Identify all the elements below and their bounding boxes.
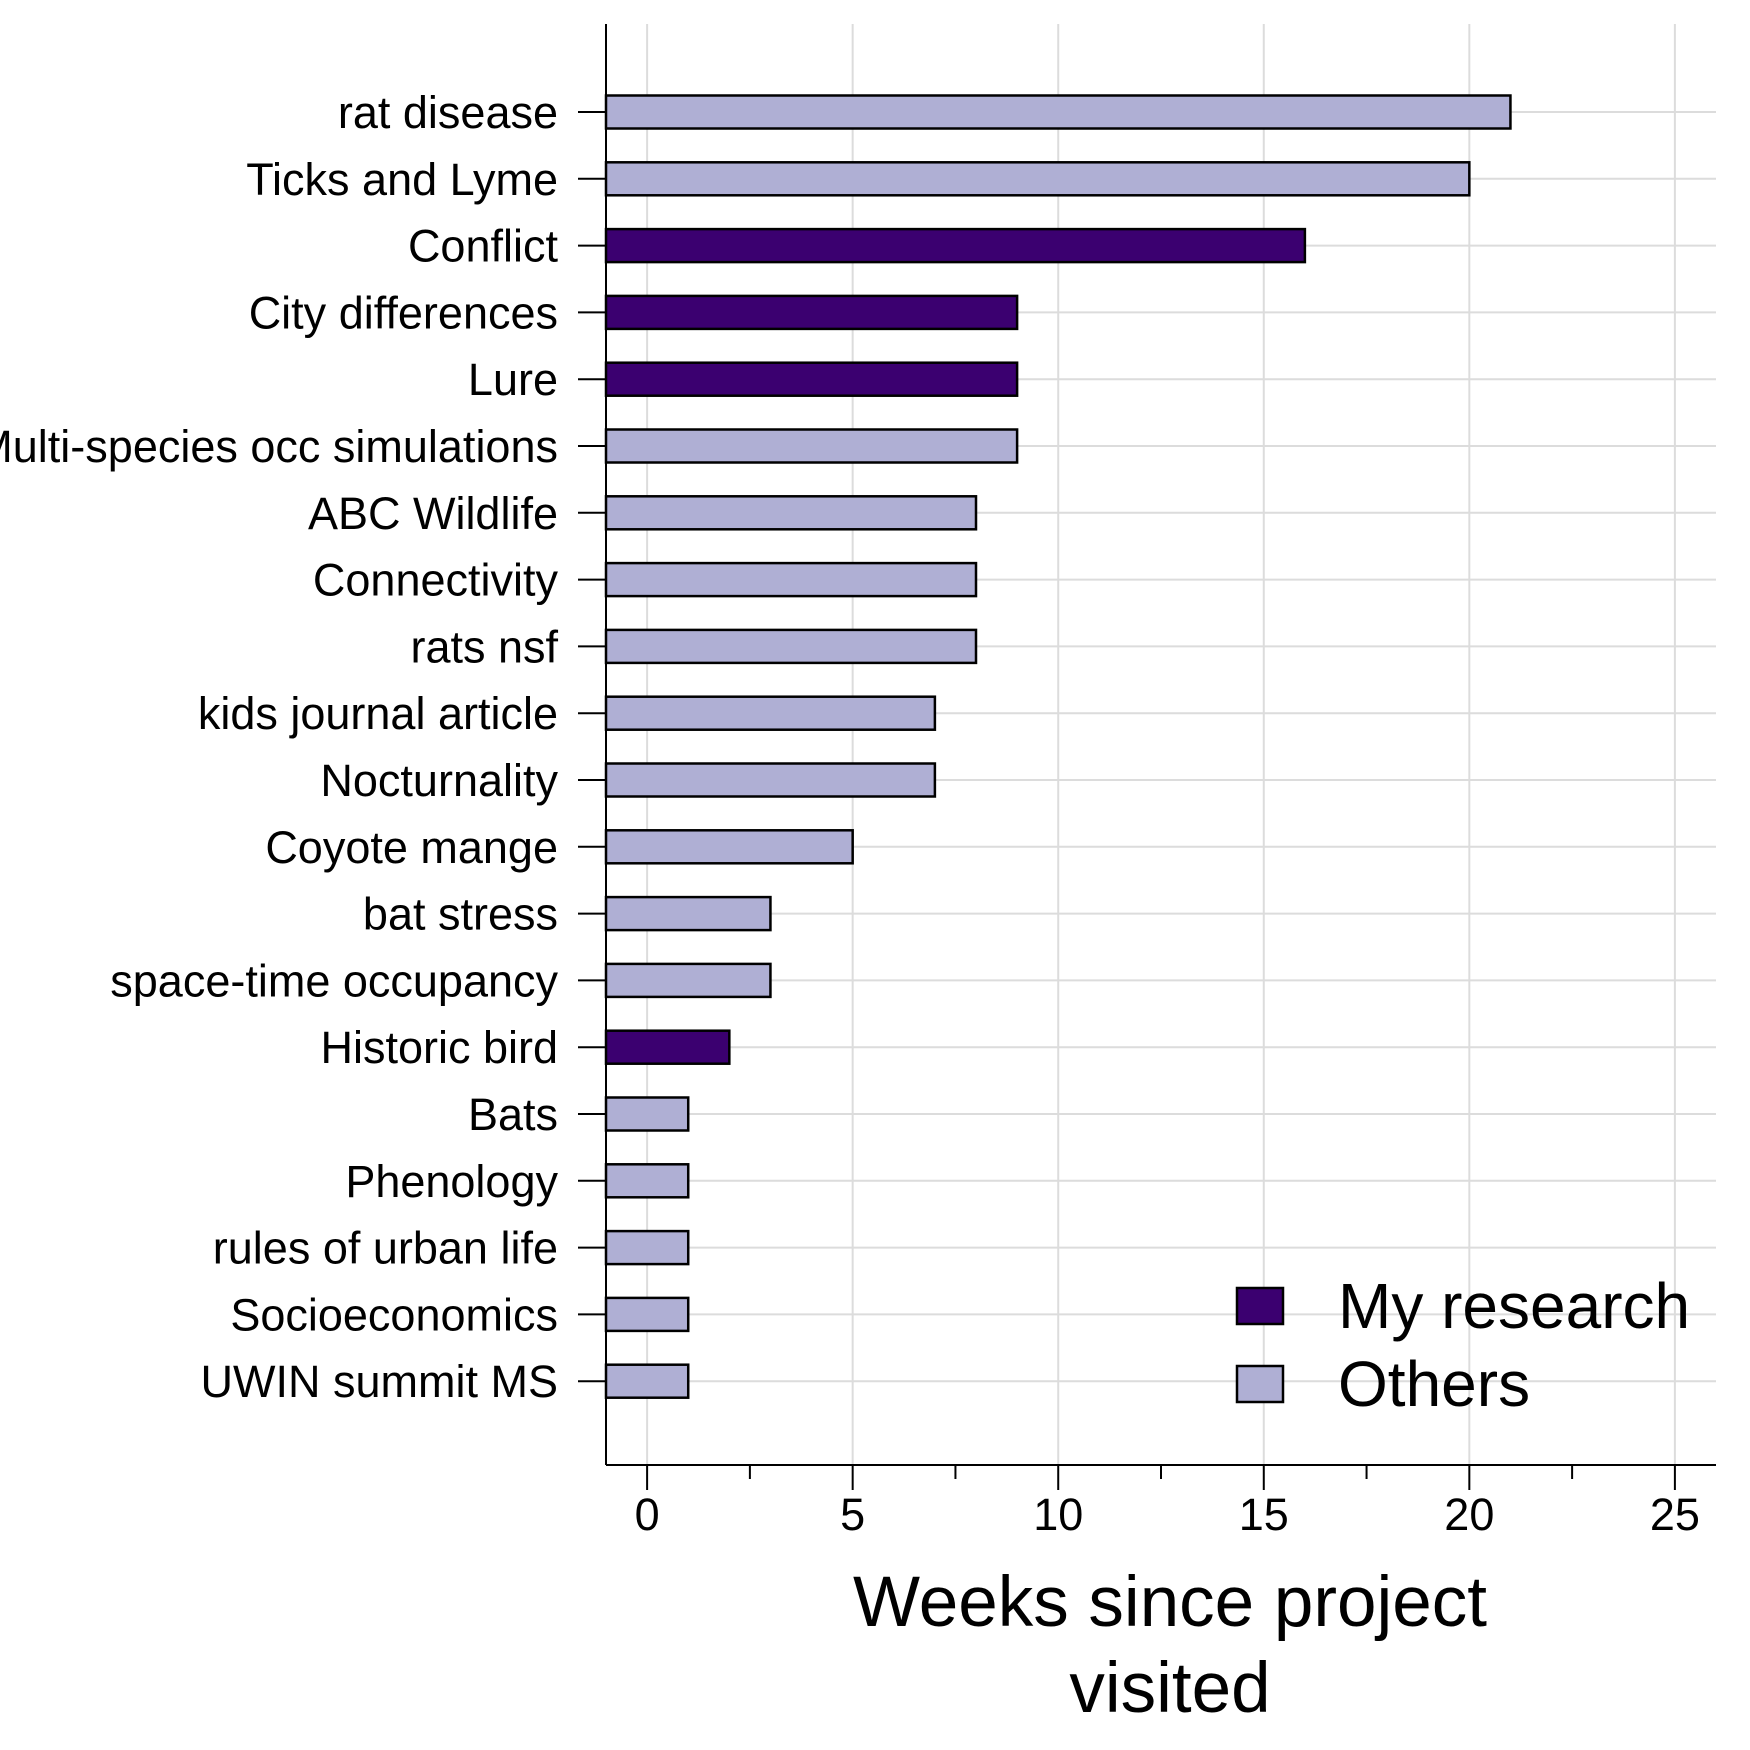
x-tick-label: 25 (1650, 1489, 1700, 1540)
bar (604, 1163, 690, 1199)
x-tick-label: 5 (840, 1489, 865, 1540)
x-tick-label: 20 (1444, 1489, 1494, 1540)
bar (604, 561, 978, 598)
x-tick-label: 15 (1239, 1489, 1289, 1540)
category-label: Conflict (408, 221, 559, 272)
bar (604, 1229, 690, 1266)
bar (604, 294, 1019, 331)
bar (604, 161, 1471, 197)
category-label: rules of urban life (213, 1223, 558, 1274)
bar (604, 361, 1019, 397)
category-label: rats nsf (410, 621, 558, 672)
category-label: kids journal article (198, 688, 558, 739)
category-label: space-time occupancy (110, 955, 558, 1006)
legend-swatch (1235, 1364, 1285, 1404)
bar (604, 762, 937, 798)
bar (604, 1296, 690, 1333)
category-labels: rat disease Ticks and Lyme Conflict City di… (0, 87, 558, 1407)
category-label: bat stress (363, 889, 558, 940)
bar (604, 94, 1512, 130)
category-label: Socioeconomics (230, 1289, 558, 1340)
category-label: City differences (249, 287, 558, 338)
legend-label: My research (1338, 1270, 1690, 1342)
bar (604, 495, 978, 531)
category-label: rat disease (338, 87, 558, 138)
category-label: Historic bird (320, 1022, 558, 1073)
category-label: Ticks and Lyme (246, 154, 558, 205)
legend-label: Others (1338, 1348, 1530, 1420)
category-label: ABC Wildlife (308, 488, 558, 539)
category-label: Bats (468, 1089, 558, 1140)
legend-swatch (1235, 1286, 1285, 1326)
bar (604, 1096, 690, 1132)
bar (604, 1029, 731, 1065)
category-label: Multi-species occ simulations (0, 421, 558, 472)
category-label: Connectivity (313, 555, 559, 606)
category-label: Coyote mange (265, 822, 558, 873)
bar (604, 829, 854, 865)
bar (604, 695, 937, 731)
category-label: UWIN summit MS (201, 1356, 558, 1407)
category-label: Phenology (345, 1156, 558, 1207)
x-axis-title-line-2: visited (1069, 1649, 1270, 1728)
bar (604, 895, 772, 932)
bar (604, 1363, 690, 1399)
x-axis-ticks: 0 5 10 15 20 25 (635, 1465, 1700, 1540)
x-tick-label: 10 (1033, 1489, 1083, 1540)
x-tick-label: 0 (635, 1489, 660, 1540)
category-label: Lure (468, 354, 558, 405)
x-axis-title-line-1: Weeks since project (853, 1563, 1487, 1642)
bar (604, 227, 1307, 264)
bar (604, 428, 1019, 464)
category-label: Nocturnality (320, 755, 558, 806)
bar (604, 628, 978, 665)
bar (604, 962, 772, 999)
